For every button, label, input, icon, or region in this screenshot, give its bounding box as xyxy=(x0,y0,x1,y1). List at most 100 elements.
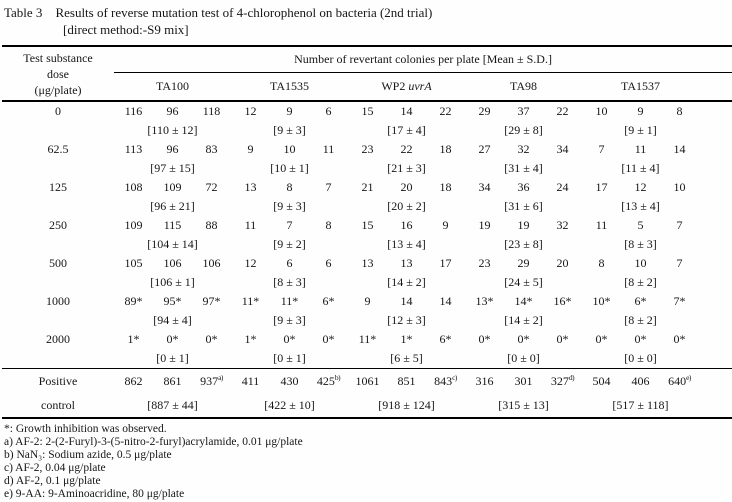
footnote-c: c) AF-2, 0.04 μg/plate xyxy=(4,462,106,474)
spacer-cell xyxy=(699,178,732,197)
strain-header-ta100: TA100 xyxy=(155,79,190,93)
replicate-value-cell: 18 xyxy=(439,180,452,194)
replicate-value-cell: 118 xyxy=(202,104,221,118)
replicate-value-cell: 1061 xyxy=(348,368,387,393)
replicate-value-cell: 97* xyxy=(202,294,221,308)
replicate-value-cell: 0* xyxy=(634,332,647,346)
mean-sd-cell: [422 ± 10] xyxy=(264,398,315,412)
replicate-value-cell: 7 xyxy=(325,180,332,194)
replicate-value-cell: 36 xyxy=(517,180,530,194)
replicate-value-cell: 37 xyxy=(517,104,530,118)
mean-sd-cell: [10 ± 1] xyxy=(270,161,309,175)
replicate-value-cell: 10 xyxy=(673,180,686,194)
replicate-value-cell: 7 xyxy=(598,142,605,156)
replicate-value-cell: 12 xyxy=(244,104,257,118)
mean-sd-cell: [106 ± 1] xyxy=(150,275,195,289)
replicate-value-cell: 6* xyxy=(322,294,335,308)
mean-sd-cell: [9 ± 2] xyxy=(273,237,306,251)
replicate-value-cell: 7 xyxy=(286,218,293,232)
dose-value-row: 0 116 96 118 12 9 6 15 14 22 29 37 22 10 9 8 xyxy=(2,101,732,121)
dose-mean-row: [106 ± 1] [8 ± 3] [14 ± 2] [24 ± 5] [8 ± 2] xyxy=(2,273,732,292)
replicate-value-cell: 0* xyxy=(673,332,686,346)
replicate-value-cell: 0* xyxy=(283,332,296,346)
mean-sd-cell: [29 ± 8] xyxy=(504,123,543,137)
spacer-cell xyxy=(699,159,732,178)
dose-mean-row: [104 ± 14] [9 ± 2] [13 ± 4] [23 ± 8] [8 ± 3] xyxy=(2,235,732,254)
mean-sd-cell: [6 ± 5] xyxy=(390,351,423,365)
replicate-value-cell: 19 xyxy=(517,218,530,232)
spacer-cell xyxy=(699,292,732,311)
replicate-value-cell: 11 xyxy=(322,142,335,156)
replicate-value-cell: 5 xyxy=(637,218,644,232)
replicate-value-cell: 106 xyxy=(163,256,182,270)
dose-mean-row: [96 ± 21] [9 ± 3] [20 ± 2] [31 ± 6] [13 ± 4] xyxy=(2,197,732,216)
mean-sd-cell: [96 ± 21] xyxy=(150,199,195,213)
replicate-value-cell: 13* xyxy=(475,294,494,308)
replicate-value-cell: 88 xyxy=(205,218,218,232)
mean-sd-cell: [8 ± 2] xyxy=(624,313,657,327)
replicate-value-cell: 862 xyxy=(114,368,153,393)
mean-sd-cell: [14 ± 2] xyxy=(387,275,426,289)
replicate-value-cell: 16* xyxy=(553,294,572,308)
spacer-cell xyxy=(699,121,732,140)
dose-mean-row: [94 ± 4] [9 ± 3] [12 ± 3] [14 ± 2] [8 ± 2] xyxy=(2,311,732,330)
mean-sd-cell: [887 ± 44] xyxy=(147,398,198,412)
replicate-value-cell: 9 xyxy=(364,294,371,308)
mean-sd-cell: [20 ± 2] xyxy=(387,199,426,213)
replicate-value-cell: 0* xyxy=(205,332,218,346)
dose-cell: 62.5 xyxy=(47,142,69,156)
replicate-value-cell: 11* xyxy=(241,294,260,308)
mean-sd-cell: [0 ± 1] xyxy=(156,351,189,365)
replicate-value-cell: 504 xyxy=(582,368,621,393)
replicate-value-cell: 29 xyxy=(478,104,491,118)
spacer-cell xyxy=(699,101,732,121)
replicate-value-cell: 14 xyxy=(439,294,452,308)
mean-sd-cell: [9 ± 3] xyxy=(273,313,306,327)
spacer-cell xyxy=(699,273,732,292)
replicate-value-cell: 0* xyxy=(595,332,608,346)
dose-value-row: 62.5 113 96 83 9 10 11 23 22 18 27 32 34 7 11 14 xyxy=(2,140,732,159)
replicate-value-cell: 406 xyxy=(621,368,660,393)
positive-control-label-line: control xyxy=(41,398,75,412)
replicate-value-cell: 13 xyxy=(400,256,413,270)
table-subtitle: [direct method:-S9 mix] xyxy=(63,22,189,37)
replicate-value-cell: 8 xyxy=(325,218,332,232)
replicate-value-cell: 10* xyxy=(592,294,611,308)
replicate-value-cell: 23 xyxy=(361,142,374,156)
mean-sd-cell: [12 ± 3] xyxy=(387,313,426,327)
strain-header-ta1535: TA1535 xyxy=(269,79,310,93)
footnote-b: b) NaN₃: Sodium azide, 0.5 μg/plate xyxy=(4,449,172,461)
replicate-value-cell: 11* xyxy=(280,294,299,308)
replicate-value-cell: 17 xyxy=(439,256,452,270)
replicate-value-cell: 425b) xyxy=(309,368,348,393)
replicate-value-cell: 6* xyxy=(439,332,452,346)
mean-sd-cell: [918 ± 124] xyxy=(378,398,435,412)
mean-sd-cell: [31 ± 6] xyxy=(504,199,543,213)
replicate-value-cell: 14 xyxy=(400,294,413,308)
mean-sd-cell: [13 ± 4] xyxy=(387,237,426,251)
replicate-value-cell: 22 xyxy=(556,104,569,118)
replicate-value-cell: 29 xyxy=(517,256,530,270)
replicate-value-cell: 6 xyxy=(325,104,332,118)
mean-sd-cell: [9 ± 3] xyxy=(273,199,306,213)
replicate-value-cell: 11 xyxy=(595,218,608,232)
replicate-value-cell: 108 xyxy=(124,180,143,194)
replicate-value-cell: 1* xyxy=(127,332,140,346)
replicate-value-cell: 9 xyxy=(286,104,293,118)
mean-sd-cell: [14 ± 2] xyxy=(504,313,543,327)
replicate-value-cell: 843c) xyxy=(426,368,465,393)
footnote-e: e) 9-AA: 9-Aminoacridine, 80 μg/plate xyxy=(4,488,185,500)
mean-sd-cell: [110 ± 12] xyxy=(147,123,198,137)
mean-sd-cell: [0 ± 1] xyxy=(273,351,306,365)
replicate-value-cell: 6* xyxy=(634,294,647,308)
strain-header-wp2-uvra: WP2 uvrA xyxy=(381,79,432,93)
replicate-value-cell: 13 xyxy=(361,256,374,270)
mean-sd-cell: [9 ± 3] xyxy=(273,123,306,137)
replicate-value-cell: 7 xyxy=(676,218,683,232)
mean-sd-cell: [13 ± 4] xyxy=(621,199,660,213)
replicate-value-cell: 12 xyxy=(634,180,647,194)
positive-control-value-row: Positive control 862 861 937a) 411 430 425b) 106… xyxy=(2,368,732,418)
header-spacer-cell xyxy=(699,73,732,102)
table-title: Results of reverse mutation test of 4-ch… xyxy=(55,5,433,20)
